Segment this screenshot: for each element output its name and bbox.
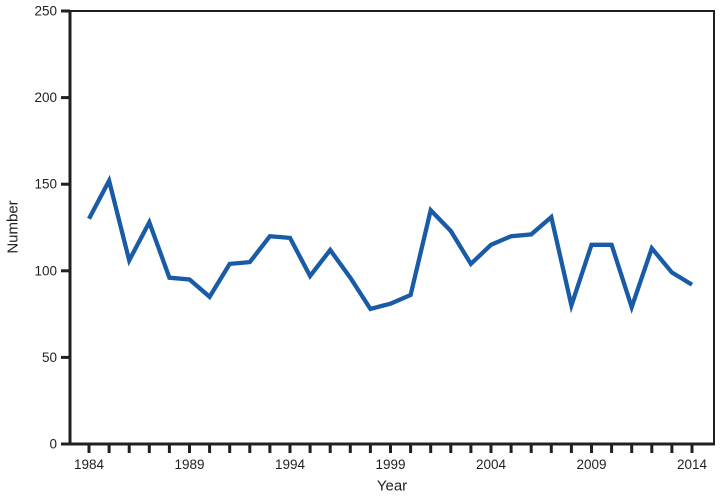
x-tick-label: 1989 [174, 457, 204, 472]
y-tick-label: 0 [49, 437, 57, 452]
y-tick-label: 150 [34, 177, 57, 192]
axis-ticks [61, 9, 694, 453]
x-tick-label: 2014 [677, 457, 708, 472]
y-axis-title: Number [4, 200, 22, 254]
x-tick-label: 1984 [74, 457, 105, 472]
x-axis-title: Year [376, 477, 408, 495]
x-tick-label: 1999 [375, 457, 405, 472]
y-tick-label: 50 [42, 350, 57, 365]
plot-frame [68, 10, 715, 446]
y-tick-label: 250 [34, 4, 57, 19]
y-tick-label: 200 [34, 90, 57, 105]
x-tick-label: 2009 [576, 457, 606, 472]
data-line [87, 174, 694, 315]
x-tick-label: 2004 [476, 457, 507, 472]
x-tick-label: 1994 [275, 457, 306, 472]
series-line [87, 174, 694, 315]
axis-tick-labels: 0 50 100 150 200 250 1984 1989 1994 1999 2004 2009 2… [34, 4, 707, 473]
y-tick-label: 100 [34, 263, 57, 278]
plot-border [69, 10, 715, 445]
